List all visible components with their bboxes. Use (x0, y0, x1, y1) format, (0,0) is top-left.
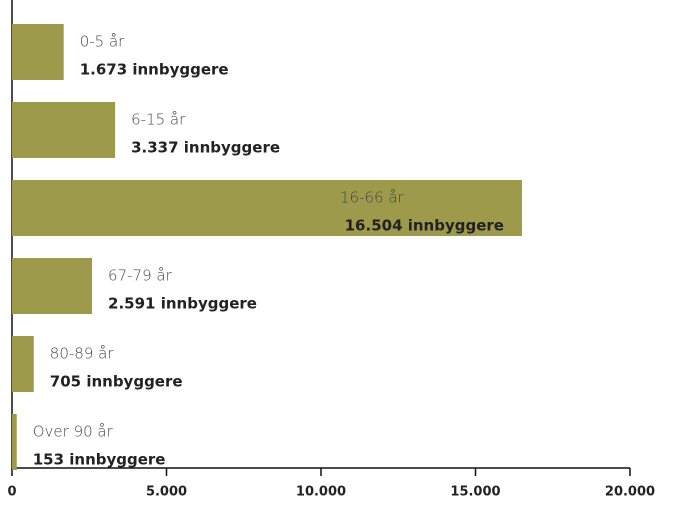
category-label: 80-89 år (50, 345, 115, 363)
value-label: 3.337 innbyggere (131, 139, 280, 157)
value-label: 16.504 innbyggere (345, 217, 504, 235)
x-tick-label: 0 (7, 485, 16, 500)
x-tick-label: 5.000 (146, 485, 187, 500)
value-label: 2.591 innbyggere (108, 295, 257, 313)
value-label: 705 innbyggere (50, 373, 183, 391)
bar (12, 258, 93, 314)
category-label: Over 90 år (33, 423, 114, 441)
bar (12, 102, 116, 158)
bar (12, 414, 17, 470)
x-tick-label: 15.000 (450, 485, 500, 500)
x-tick-label: 20.000 (605, 485, 655, 500)
bar (12, 24, 64, 80)
bar (12, 180, 522, 236)
category-label: 6-15 år (131, 111, 186, 129)
x-tick-label: 10.000 (296, 485, 346, 500)
category-label: 0-5 år (80, 33, 125, 51)
category-label: 16-66 år (340, 189, 405, 207)
value-label: 1.673 innbyggere (80, 61, 229, 79)
bar (12, 336, 34, 392)
value-label: 153 innbyggere (33, 451, 166, 469)
category-label: 67-79 år (108, 267, 173, 285)
